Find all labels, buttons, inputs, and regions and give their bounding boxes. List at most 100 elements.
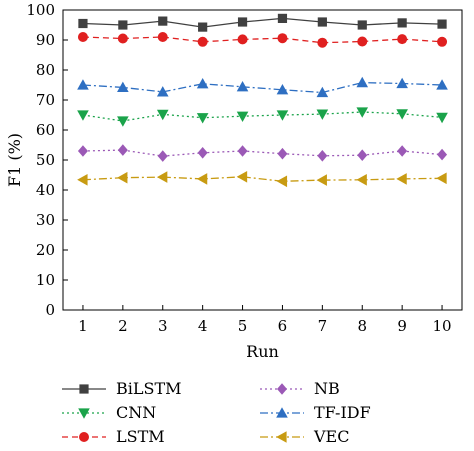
data-point bbox=[437, 36, 448, 47]
data-point bbox=[196, 173, 208, 185]
data-point bbox=[276, 84, 289, 95]
legend-item: TF-IDF bbox=[260, 403, 371, 422]
legend-label: VEC bbox=[313, 427, 349, 446]
series-line bbox=[82, 17, 443, 28]
x-tick-label: 1 bbox=[78, 317, 88, 335]
data-point bbox=[236, 171, 248, 183]
legend-item: VEC bbox=[260, 427, 349, 446]
y-tick-label: 10 bbox=[36, 271, 55, 289]
data-point bbox=[117, 116, 129, 127]
data-point bbox=[277, 147, 288, 160]
legend-swatch-marker bbox=[276, 407, 288, 418]
data-point bbox=[436, 112, 448, 124]
legend-item: CNN bbox=[62, 403, 156, 422]
series-tf-idf bbox=[77, 76, 448, 98]
data-point bbox=[157, 32, 168, 42]
data-point bbox=[396, 77, 408, 89]
data-point bbox=[317, 37, 328, 48]
x-tick-label: 2 bbox=[118, 317, 128, 335]
data-point bbox=[117, 144, 128, 156]
data-point bbox=[316, 86, 329, 98]
y-tick-label: 20 bbox=[36, 241, 55, 259]
data-point bbox=[117, 81, 129, 92]
data-point bbox=[356, 174, 367, 186]
data-point bbox=[237, 145, 248, 157]
legend-item: BiLSTM bbox=[62, 379, 182, 398]
chart-axes: 0 10 20 30 40 50 60 70 80 90 100 1 2 3 4 5 6 7 8 9 10 Run F1 (… bbox=[5, 1, 463, 361]
x-tick-label: 8 bbox=[357, 317, 367, 335]
data-point bbox=[77, 145, 88, 157]
data-point bbox=[396, 173, 407, 185]
legend-swatch-marker bbox=[276, 431, 287, 443]
data-point bbox=[77, 174, 88, 186]
x-tick-label: 6 bbox=[278, 317, 288, 335]
data-point bbox=[198, 22, 208, 32]
data-point bbox=[316, 174, 327, 186]
y-tick-label: 0 bbox=[45, 301, 55, 319]
data-point bbox=[437, 19, 447, 29]
data-point bbox=[356, 76, 369, 88]
data-point bbox=[436, 79, 448, 90]
series-line bbox=[82, 111, 443, 122]
series-line bbox=[82, 176, 443, 182]
x-tick-label: 9 bbox=[397, 317, 407, 335]
data-point bbox=[158, 16, 168, 26]
data-point bbox=[357, 20, 367, 30]
data-point bbox=[117, 171, 128, 184]
data-point bbox=[78, 18, 88, 29]
data-point bbox=[236, 111, 249, 122]
data-point bbox=[197, 147, 208, 159]
legend-item: LSTM bbox=[62, 427, 165, 446]
data-point bbox=[357, 36, 368, 47]
legend-label: NB bbox=[314, 379, 340, 398]
data-point bbox=[118, 20, 128, 30]
data-point bbox=[397, 18, 407, 28]
data-point bbox=[196, 113, 209, 124]
x-tick-label: 7 bbox=[318, 317, 328, 335]
series-line bbox=[82, 149, 443, 157]
data-point bbox=[356, 107, 369, 118]
legend-item: NB bbox=[260, 379, 340, 398]
series-bilstm bbox=[78, 13, 447, 32]
x-tick-label: 4 bbox=[198, 317, 208, 335]
legend-swatch-marker bbox=[277, 383, 287, 395]
legend-label: BiLSTM bbox=[116, 379, 182, 398]
y-tick-label: 50 bbox=[36, 151, 55, 169]
series-line bbox=[82, 81, 443, 94]
chart-series bbox=[77, 13, 448, 188]
data-point bbox=[396, 109, 408, 120]
data-point bbox=[276, 110, 289, 121]
y-tick-label: 90 bbox=[36, 31, 55, 49]
data-point bbox=[437, 148, 448, 161]
x-tick-label: 10 bbox=[433, 317, 452, 335]
data-point bbox=[237, 34, 248, 45]
data-point bbox=[357, 149, 368, 161]
data-point bbox=[237, 17, 248, 27]
y-tick-label: 40 bbox=[36, 181, 55, 199]
legend-label: LSTM bbox=[116, 427, 165, 446]
data-point bbox=[317, 150, 328, 162]
plot-frame bbox=[62, 9, 463, 311]
legend-swatch-marker bbox=[79, 432, 89, 442]
y-tick-label: 60 bbox=[36, 121, 55, 139]
data-point bbox=[156, 171, 168, 183]
data-point bbox=[277, 33, 288, 44]
data-point bbox=[317, 17, 327, 27]
chart-legend: BiLSTM CNN LSTM NB TF-IDF VEC bbox=[62, 379, 371, 446]
data-point bbox=[196, 78, 209, 89]
data-point bbox=[77, 110, 89, 121]
data-point bbox=[277, 13, 288, 23]
legend-swatch-marker bbox=[78, 408, 90, 419]
y-tick-label: 30 bbox=[36, 211, 55, 229]
data-point bbox=[157, 150, 168, 162]
series-lstm bbox=[77, 32, 448, 48]
series-nb bbox=[77, 144, 448, 162]
y-tick-label: 100 bbox=[26, 1, 55, 19]
y-axis-title: F1 (%) bbox=[5, 133, 24, 187]
data-point bbox=[197, 36, 208, 47]
x-tick-label: 5 bbox=[238, 317, 248, 335]
data-point bbox=[156, 109, 169, 121]
series-cnn bbox=[77, 107, 448, 127]
legend-label: CNN bbox=[116, 403, 156, 422]
